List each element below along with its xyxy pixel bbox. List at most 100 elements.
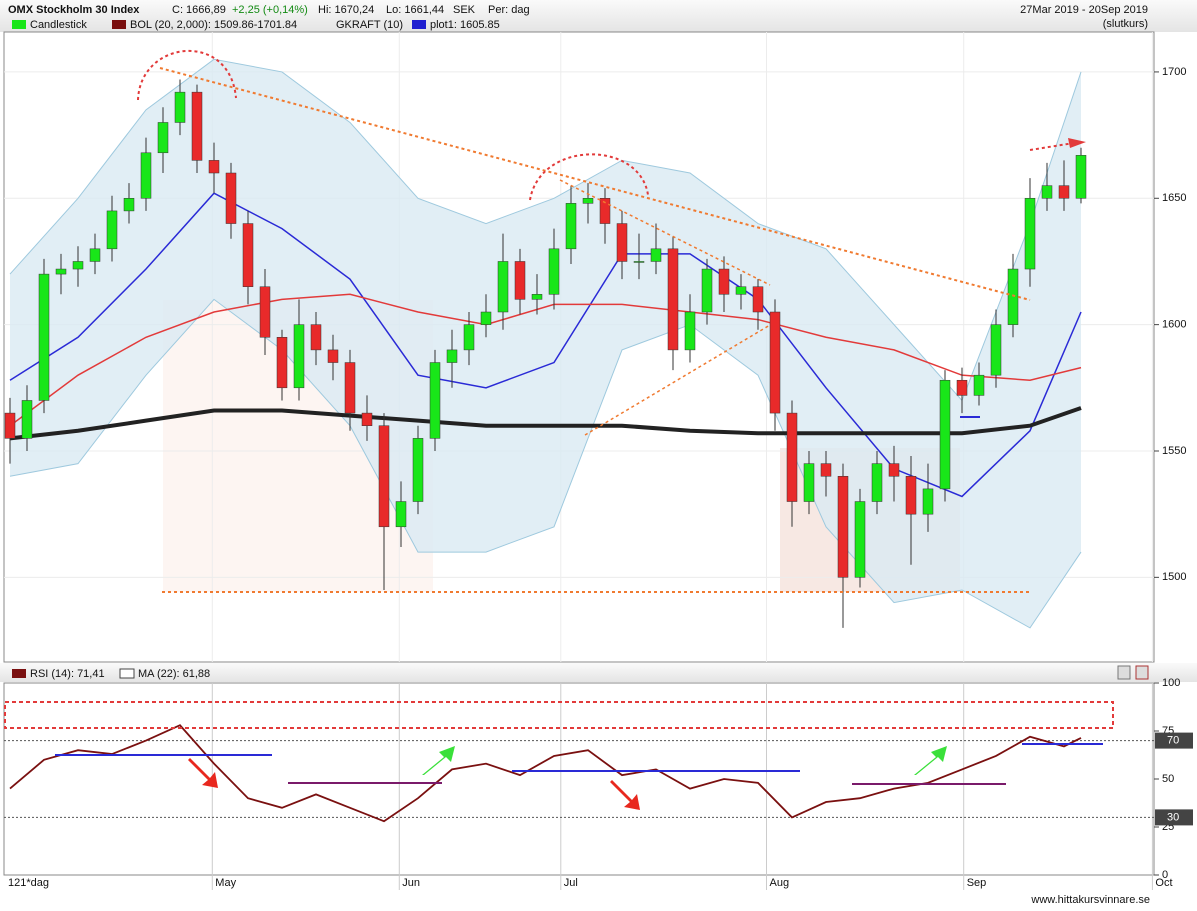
candle-body — [174, 91, 186, 123]
candle-body — [361, 412, 373, 426]
title: OMX Stockholm 30 Index — [8, 4, 140, 16]
currency: SEK — [453, 4, 476, 16]
candle-body — [973, 374, 985, 396]
candle-body — [378, 425, 390, 528]
candle-body — [1058, 185, 1070, 199]
candle-body — [684, 311, 696, 351]
candle-body — [157, 122, 169, 154]
tool-button[interactable] — [1117, 665, 1131, 680]
rsi-header — [0, 663, 1197, 682]
arc — [529, 153, 649, 201]
legend-swatch — [112, 20, 126, 29]
candle-body — [1007, 268, 1019, 325]
legend-entry[interactable]: plot1: 1605.85 — [430, 19, 500, 31]
candle-body — [21, 400, 33, 439]
candle-body — [395, 501, 407, 528]
candle-body — [259, 286, 271, 338]
period: Per: dag — [488, 4, 530, 16]
candle-body — [38, 273, 50, 401]
legend-entry[interactable]: MA (22): 61,88 — [138, 668, 210, 680]
candle-body — [854, 501, 866, 578]
candle-body — [123, 198, 135, 212]
x-tick-label: Jun — [402, 877, 420, 889]
x-tick-label: Oct — [1155, 877, 1172, 889]
change: +2,25 (+0,14%) — [232, 4, 308, 16]
high: Hi: 1670,24 — [318, 4, 374, 16]
y-tick-label: 1650 — [1162, 192, 1186, 204]
candle-body — [905, 476, 917, 515]
date-range: 27Mar 2019 - 20Sep 2019 — [1020, 4, 1148, 16]
arrow — [188, 758, 218, 788]
low: Lo: 1661,44 — [386, 4, 444, 16]
level-label: 30 — [1167, 811, 1179, 823]
close: C: 1666,89 — [172, 4, 226, 16]
y-tick-label: 1500 — [1162, 571, 1186, 583]
y-tick-label: 1550 — [1162, 445, 1186, 457]
y-tick-label: 1700 — [1162, 66, 1186, 78]
level-badge — [1155, 809, 1193, 826]
candle-body — [939, 379, 951, 490]
candle-body — [480, 311, 492, 325]
candle-body — [990, 324, 1002, 376]
candle-body — [208, 160, 220, 174]
candle-body — [599, 198, 611, 224]
legend-entry[interactable]: BOL (20, 2,000): 1509.86-1701.84 — [130, 19, 297, 31]
y-tick-label: 1600 — [1162, 319, 1186, 331]
candle-body — [786, 412, 798, 502]
candle-body — [463, 324, 475, 351]
arrow — [914, 746, 947, 775]
candle-body — [310, 324, 322, 351]
legend-swatch — [12, 669, 26, 678]
footer: www.hittakursvinnare.se — [1030, 894, 1150, 906]
period-label: 121*dag — [8, 877, 49, 889]
level-badge — [1155, 732, 1193, 749]
y-tick-label: 50 — [1162, 773, 1174, 785]
arc — [137, 49, 237, 101]
candle-body — [633, 261, 645, 263]
mode: (slutkurs) — [1103, 18, 1148, 30]
candle-body — [429, 362, 441, 439]
legend-entry[interactable]: Candlestick — [30, 19, 87, 31]
candle-body — [667, 248, 679, 351]
legend-entry[interactable]: GKRAFT (10) — [336, 19, 403, 31]
candle-body — [497, 261, 509, 313]
candle-body — [4, 412, 16, 439]
indicator-line — [9, 298, 1082, 629]
x-tick-label: Jul — [564, 877, 578, 889]
legend-swatch — [412, 20, 426, 29]
candle-body — [871, 463, 883, 502]
candle-body — [1041, 185, 1053, 199]
candle-body — [922, 488, 934, 515]
legend-swatch — [12, 20, 26, 29]
candle-body — [72, 261, 84, 270]
candle-body — [837, 476, 849, 578]
candle-body — [293, 324, 305, 389]
annotations — [137, 49, 1081, 593]
candle-body — [701, 268, 713, 313]
overbought-box — [4, 701, 1114, 729]
candle-body — [820, 463, 832, 477]
candle-body — [191, 91, 203, 161]
candle-body — [616, 223, 628, 262]
x-tick-label: May — [215, 877, 236, 889]
candle-body — [327, 349, 339, 363]
arrow-head — [1068, 138, 1086, 148]
candle-body — [55, 268, 67, 275]
candle-body — [106, 210, 118, 250]
arrow — [610, 780, 640, 810]
candle-body — [956, 379, 968, 396]
candle-body — [89, 248, 101, 262]
candle-body — [803, 463, 815, 502]
candle-body — [276, 337, 288, 389]
candle-body — [735, 286, 747, 295]
candle-body — [412, 438, 424, 502]
candle-body — [446, 349, 458, 363]
candle-body — [548, 248, 560, 295]
close-button[interactable] — [1135, 665, 1149, 680]
header-bar — [0, 0, 1197, 32]
candle-body — [888, 463, 900, 477]
legend-entry[interactable]: RSI (14): 71,41 — [30, 668, 105, 680]
